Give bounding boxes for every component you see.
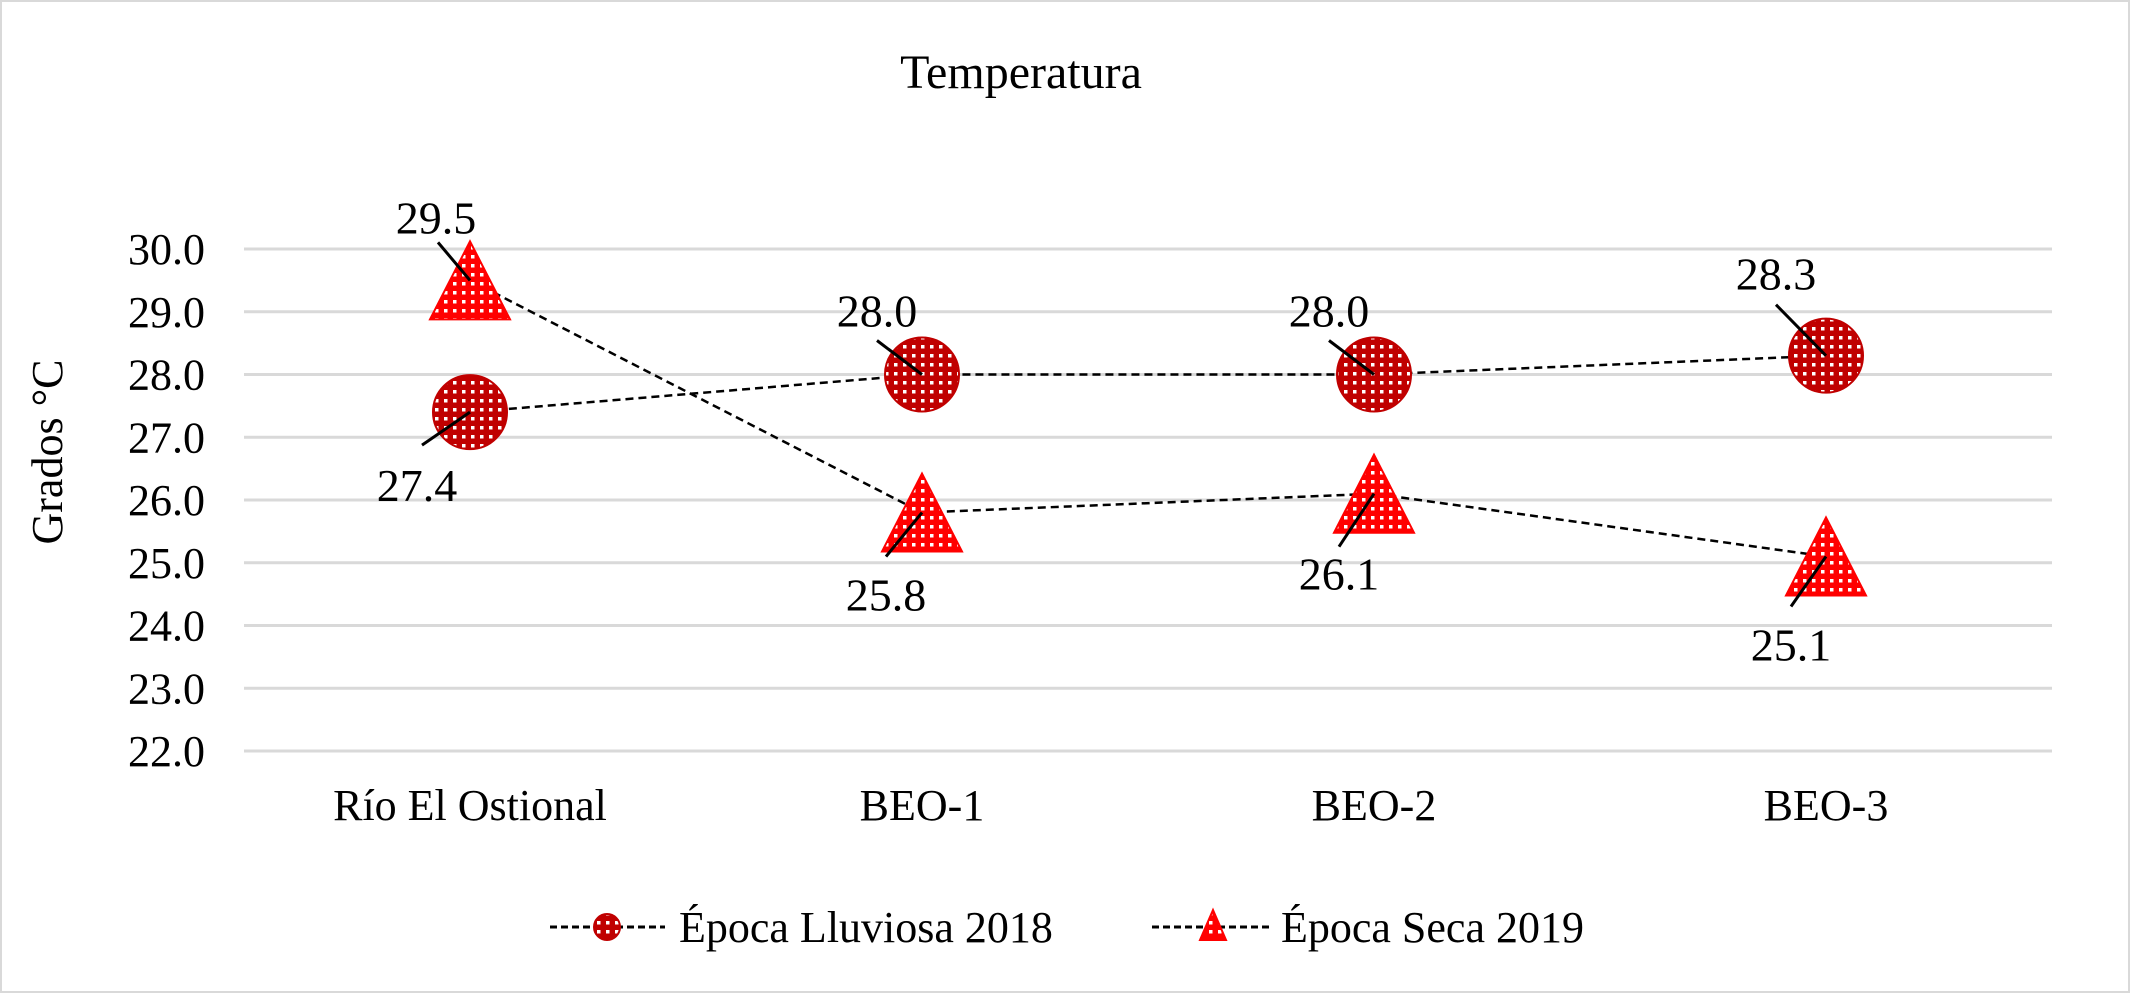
y-tick-label: 24.0 (128, 602, 205, 651)
leader-line (1337, 492, 1376, 548)
leader-line (1774, 303, 1828, 357)
data-label: 27.4 (377, 460, 458, 511)
legend-label: Época Lluviosa 2018 (679, 903, 1053, 952)
leader-line (1328, 339, 1375, 376)
x-tick-label: BEO-1 (860, 781, 985, 830)
circle-marker-icon (593, 913, 621, 941)
y-tick-label: 22.0 (128, 727, 205, 776)
y-tick-label: 28.0 (128, 351, 205, 400)
series-line (469, 279, 1827, 558)
y-axis-label: Grados °C (23, 359, 72, 544)
legend: Época Lluviosa 2018 Época Seca 2019 (550, 903, 1584, 952)
data-label: 28.0 (1289, 286, 1370, 337)
data-labels: 27.4 28.0 28.0 28.3 29.5 25.8 26.1 25.1 (377, 192, 1832, 670)
leader-line (421, 410, 471, 447)
gridlines (244, 247, 2052, 753)
chart-title: Temperatura (900, 46, 1142, 99)
x-tick-labels: Río El Ostional BEO-1 BEO-2 BEO-3 (333, 781, 1888, 830)
data-label: 28.3 (1736, 249, 1817, 300)
x-tick-label: Río El Ostional (333, 781, 607, 830)
y-tick-label: 29.0 (128, 288, 205, 337)
y-tick-label: 27.0 (128, 413, 205, 462)
y-tick-label: 23.0 (128, 664, 205, 713)
leader-line (876, 339, 923, 376)
y-tick-label: 30.0 (128, 225, 205, 274)
data-label: 29.5 (396, 192, 477, 243)
leader-line (436, 241, 472, 282)
x-tick-label: BEO-3 (1764, 781, 1889, 830)
y-tick-label: 26.0 (128, 476, 205, 525)
series-lines (469, 279, 1827, 558)
leader-line (884, 511, 924, 558)
data-label: 26.1 (1299, 549, 1380, 600)
legend-label: Época Seca 2019 (1281, 903, 1584, 952)
leader-line (1789, 555, 1828, 608)
triangle-marker-icon (1198, 907, 1228, 941)
data-label: 25.1 (1751, 619, 1832, 670)
triangle-marker-icon (1332, 452, 1416, 534)
x-tick-label: BEO-2 (1312, 781, 1437, 830)
data-label: 28.0 (837, 286, 918, 337)
series-line (469, 354, 1827, 414)
y-tick-labels: 22.0 23.0 24.0 25.0 26.0 27.0 28.0 29.0 30.0 (128, 225, 205, 776)
data-label: 25.8 (846, 570, 927, 621)
y-tick-label: 25.0 (128, 539, 205, 588)
